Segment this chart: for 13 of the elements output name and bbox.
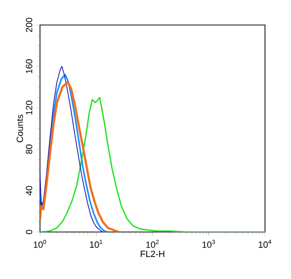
- y-tick-label: 120: [26, 100, 32, 115]
- y-tick-label: 80: [26, 144, 32, 154]
- x-tick-label: 10$^{3}$: [202, 240, 215, 248]
- x-tick-label: 10$^{1}$: [90, 240, 102, 248]
- y-tick-label: 0: [26, 230, 32, 234]
- x-tick-label: 10$^{4}$: [258, 240, 272, 248]
- x-axis-title: FL2-H: [140, 250, 164, 257]
- x-tick-label: 10$^{2}$: [146, 240, 159, 248]
- y-tick-label: 160: [26, 59, 32, 74]
- y-axis-title: Counts: [16, 114, 24, 142]
- y-tick-label: 200: [26, 18, 32, 32]
- y-tick-label: 40: [26, 186, 32, 196]
- x-tick-label: 10$^{0}$: [34, 240, 46, 248]
